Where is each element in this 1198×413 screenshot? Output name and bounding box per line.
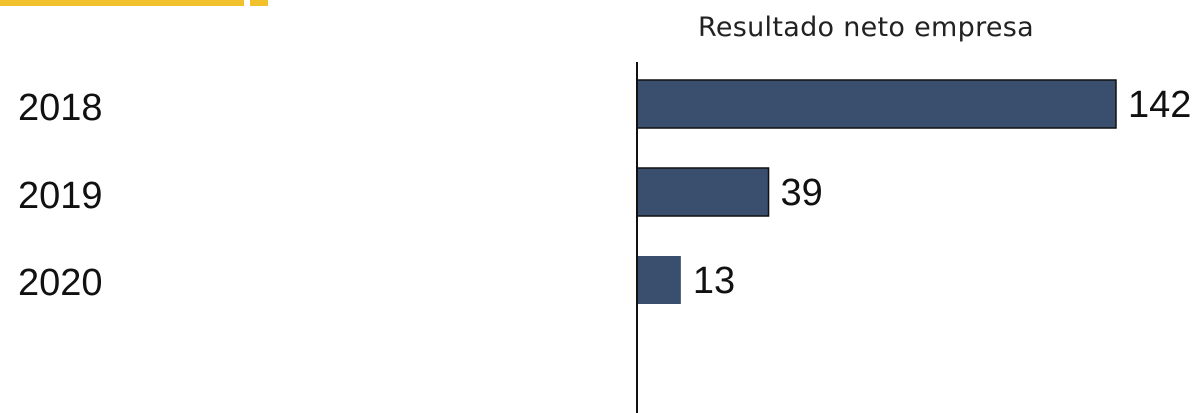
year-label-2020: 2020: [18, 262, 103, 304]
year-label-2019: 2019: [18, 175, 103, 217]
value-label-2019: 39: [781, 172, 823, 214]
bars-layer: [636, 79, 1117, 304]
bar-2018: [636, 79, 1117, 129]
year-label-2018: 2018: [18, 87, 103, 129]
bar-2020: [637, 256, 681, 304]
value-label-2020: 13: [693, 260, 735, 302]
accent-bar: [0, 0, 244, 6]
accent-tick: [250, 0, 268, 6]
value-label-2018: 142: [1128, 84, 1191, 126]
year-labels: 2018 2019 2020: [18, 0, 318, 413]
value-labels-layer: 142 39 13: [693, 84, 1192, 302]
chart-title: Resultado neto empresa: [698, 12, 1035, 43]
bar-2019: [636, 167, 770, 217]
